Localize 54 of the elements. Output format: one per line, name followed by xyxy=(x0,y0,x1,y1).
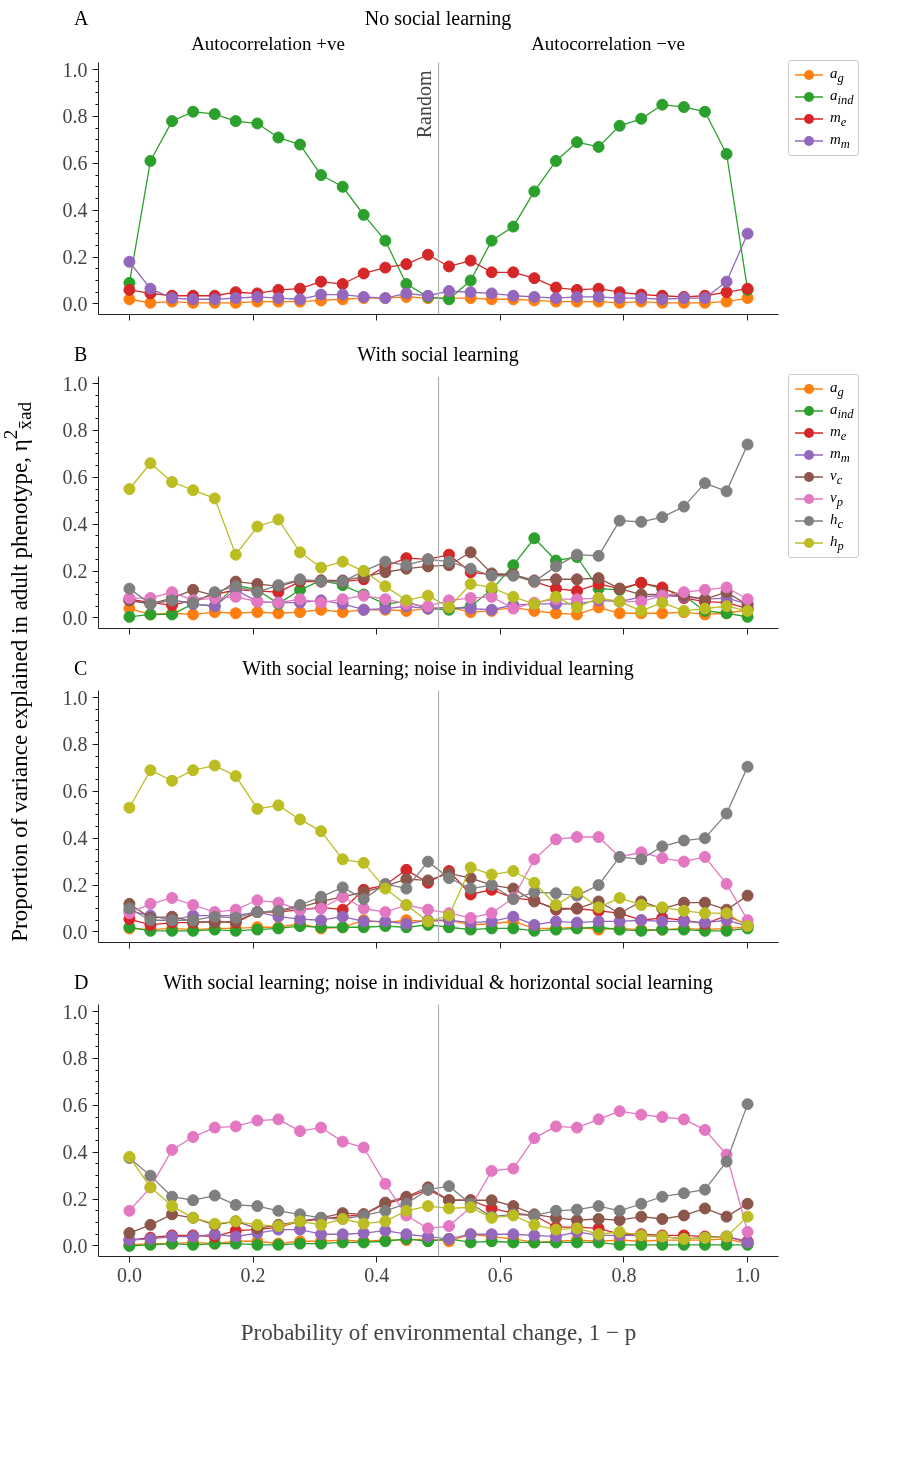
chart-title: No social learning xyxy=(364,6,512,32)
y-tick-label: 0.6 xyxy=(62,466,88,489)
y-tick-label: 0.2 xyxy=(62,560,88,583)
y-tick-label: 0.4 xyxy=(62,199,88,222)
y-tick-label: 1.0 xyxy=(62,686,88,709)
chart-title: With social learning; noise in individual learning xyxy=(242,656,634,682)
x-tick-label: 0.4 xyxy=(364,1263,390,1286)
y-tick-label: 0.6 xyxy=(62,152,88,175)
y-tick-label: 0.2 xyxy=(62,1188,88,1211)
y-tick-label: 0.8 xyxy=(62,733,88,756)
y-tick-label: 0.4 xyxy=(62,513,88,536)
y-tick-label: 1.0 xyxy=(62,372,88,395)
legend-label: a$_{ind}$ xyxy=(830,85,854,109)
x-axis-title: Probability of environmental change, 1 − p xyxy=(240,1319,637,1345)
y-tick-label: 0.4 xyxy=(62,827,88,850)
chart-title: With social learning; noise in individual & horizontal social learning xyxy=(163,970,713,996)
y-tick-label: 0.0 xyxy=(62,1234,88,1257)
legend-label: a$_{ind}$ xyxy=(830,399,854,423)
legend-label: a$_{g}$ xyxy=(830,377,844,401)
y-tick-label: 0.8 xyxy=(62,1047,88,1070)
y-tick-label: 0.2 xyxy=(62,246,88,269)
y-tick-label: 0.0 xyxy=(62,920,88,943)
y-tick-label: 0.2 xyxy=(62,874,88,897)
legend-label: h$_{p}$ xyxy=(830,531,844,555)
x-tick-label: 1.0 xyxy=(735,1263,761,1286)
text: Autocorrelation −ve xyxy=(531,32,685,56)
legend-label: m$_{m}$ xyxy=(830,443,850,467)
legend-label: v$_{p}$ xyxy=(830,487,843,511)
y-tick-label: 0.4 xyxy=(62,1141,88,1164)
chart-title: With social learning xyxy=(357,342,519,368)
legend-label: m$_{e}$ xyxy=(830,107,847,131)
legend-label: v$_{c}$ xyxy=(830,465,843,489)
y-tick-label: 0.8 xyxy=(62,105,88,128)
text: Autocorrelation +ve xyxy=(191,32,345,56)
text: B xyxy=(74,342,88,367)
y-tick-label: 1.0 xyxy=(62,58,88,81)
legend-label: h$_{c}$ xyxy=(830,509,844,533)
y-tick-label: 0.8 xyxy=(62,419,88,442)
y-tick-label: 1.0 xyxy=(62,1000,88,1023)
y-tick-label: 0.6 xyxy=(62,1094,88,1117)
legend-label: m$_{e}$ xyxy=(830,421,847,445)
text: D xyxy=(74,970,89,995)
y-tick-label: 0.0 xyxy=(62,606,88,629)
legend-label: a$_{g}$ xyxy=(830,63,844,87)
ref-line-label: Random xyxy=(412,70,435,139)
text: A xyxy=(74,6,89,31)
x-tick-label: 0.6 xyxy=(487,1263,513,1286)
y-tick-label: 0.6 xyxy=(62,780,88,803)
y-tick-label: 0.0 xyxy=(62,292,88,315)
text: C xyxy=(74,656,88,681)
legend-label: m$_{m}$ xyxy=(830,129,850,153)
x-tick-label: 0.8 xyxy=(611,1263,637,1286)
x-tick-label: 0.2 xyxy=(240,1263,266,1286)
x-tick-label: 0.0 xyxy=(116,1263,142,1286)
